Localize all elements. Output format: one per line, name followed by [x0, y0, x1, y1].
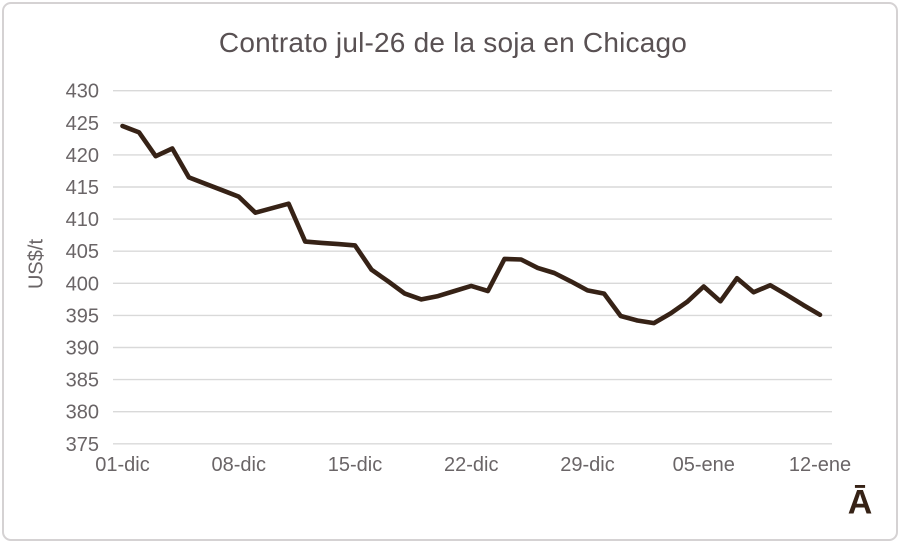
y-tick-label: 430 [66, 81, 99, 103]
x-tick-label: 15-dic [328, 454, 382, 476]
chart-title: Contrato jul-26 de la soja en Chicago [218, 27, 688, 58]
y-tick-label: 390 [66, 338, 99, 360]
x-tick-label: 22-dic [444, 454, 498, 476]
watermark-glyph: Ā [847, 483, 873, 522]
y-tick-label: 410 [66, 209, 99, 231]
y-tick-label: 405 [66, 241, 99, 263]
x-tick-label: 01-dic [95, 454, 149, 476]
y-tick-label: 375 [66, 434, 99, 456]
y-tick-label: 425 [66, 113, 99, 135]
y-tick-label: 415 [66, 177, 99, 199]
series-line [120, 123, 823, 326]
y-tick-label: 395 [66, 305, 99, 327]
y-tick-label: 420 [66, 145, 99, 167]
x-tick-label: 05-ene [673, 454, 735, 476]
x-tick-label: 29-dic [560, 454, 614, 476]
y-tick-label: 400 [66, 273, 99, 295]
x-tick-label: 08-dic [212, 454, 266, 476]
y-tick-label: 385 [66, 370, 99, 392]
x-tick-label: 12-ene [789, 454, 851, 476]
y-tick-label: 380 [66, 402, 99, 424]
